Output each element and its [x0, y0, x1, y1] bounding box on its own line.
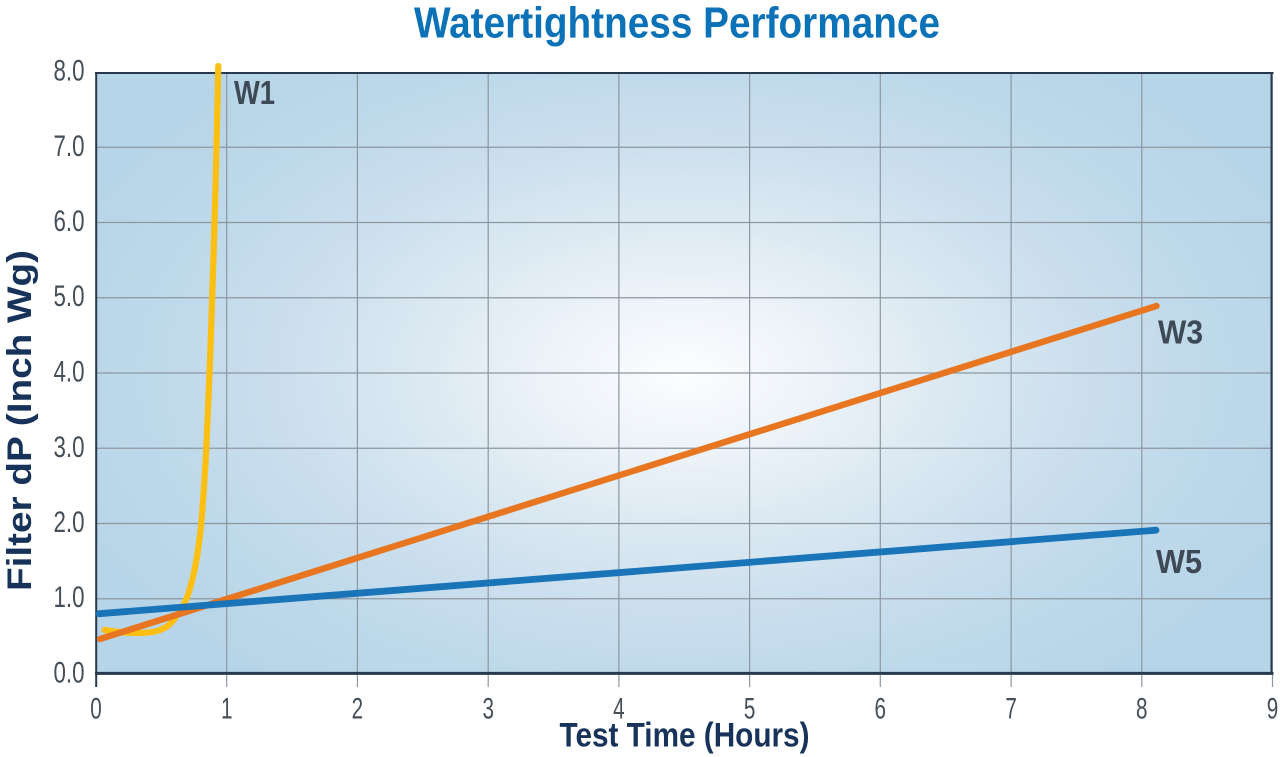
svg-text:3: 3: [482, 693, 494, 726]
svg-text:4: 4: [613, 693, 625, 726]
svg-text:3.0: 3.0: [54, 431, 85, 464]
svg-text:Watertightness Performance: Watertightness Performance: [414, 0, 940, 48]
svg-text:8.0: 8.0: [54, 55, 85, 88]
svg-text:7.0: 7.0: [54, 130, 85, 163]
svg-text:5: 5: [744, 693, 756, 726]
svg-text:W3: W3: [1158, 314, 1203, 351]
svg-text:0.0: 0.0: [54, 657, 85, 690]
svg-text:1.0: 1.0: [54, 581, 85, 614]
svg-text:Test Time (Hours): Test Time (Hours): [560, 717, 810, 755]
svg-text:8: 8: [1136, 693, 1148, 726]
svg-text:W5: W5: [1156, 543, 1202, 580]
svg-text:2: 2: [352, 693, 364, 726]
svg-text:W1: W1: [234, 74, 275, 111]
svg-text:6.0: 6.0: [54, 205, 85, 238]
svg-text:1: 1: [221, 693, 233, 726]
svg-text:0: 0: [90, 693, 102, 726]
svg-text:6: 6: [875, 693, 887, 726]
svg-text:7: 7: [1005, 693, 1017, 726]
svg-text:5.0: 5.0: [54, 280, 85, 313]
svg-text:4.0: 4.0: [54, 356, 85, 389]
svg-text:9: 9: [1267, 693, 1279, 726]
svg-text:Filter dP (Inch Wg): Filter dP (Inch Wg): [1, 250, 39, 591]
svg-text:2.0: 2.0: [54, 506, 85, 539]
